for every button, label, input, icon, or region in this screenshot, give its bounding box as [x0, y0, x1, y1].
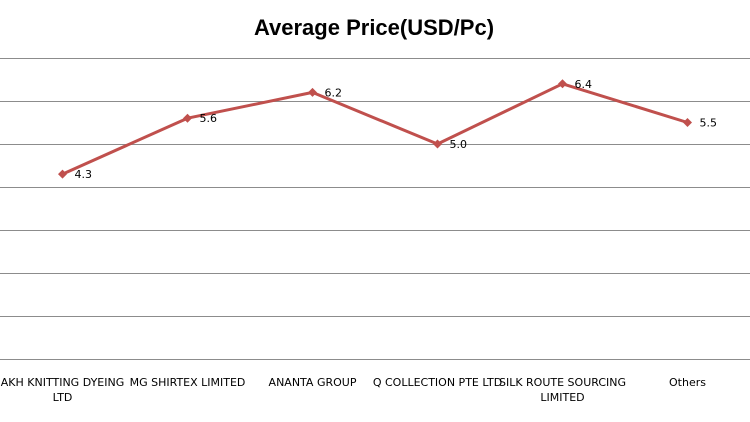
data-point — [183, 113, 192, 123]
data-label: 4.3 — [75, 168, 93, 181]
x-axis-labels: AKH KNITTING DYEING LTD MG SHIRTEX LIMITED… — [1, 376, 706, 404]
x-tick-label: Q COLLECTION PTE LTD — [373, 376, 502, 389]
data-point — [433, 139, 442, 149]
data-label: 5.5 — [700, 117, 718, 130]
x-tick-label: MG SHIRTEX LIMITED — [130, 376, 246, 389]
data-label: 5.0 — [450, 138, 468, 151]
series-line — [61, 82, 688, 176]
data-label: 5.6 — [200, 112, 218, 125]
x-tick-label: AKH KNITTING DYEING LTD — [1, 376, 124, 404]
data-point — [58, 169, 67, 179]
series-price — [58, 79, 692, 179]
data-labels: 4.3 5.6 6.2 5.0 6.4 5.5 — [75, 78, 718, 181]
x-tick-label: ANANTA GROUP — [269, 376, 357, 389]
data-label: 6.4 — [575, 78, 593, 91]
data-point — [558, 79, 567, 89]
gridlines — [0, 58, 750, 360]
x-tick-label: Others — [669, 376, 706, 389]
data-label: 6.2 — [325, 86, 343, 99]
data-point — [308, 87, 317, 97]
x-tick-label: SILK ROUTE SOURCING LIMITED — [499, 376, 626, 404]
chart-title: Average Price(USD/Pc) — [254, 15, 494, 40]
data-point — [683, 118, 692, 127]
